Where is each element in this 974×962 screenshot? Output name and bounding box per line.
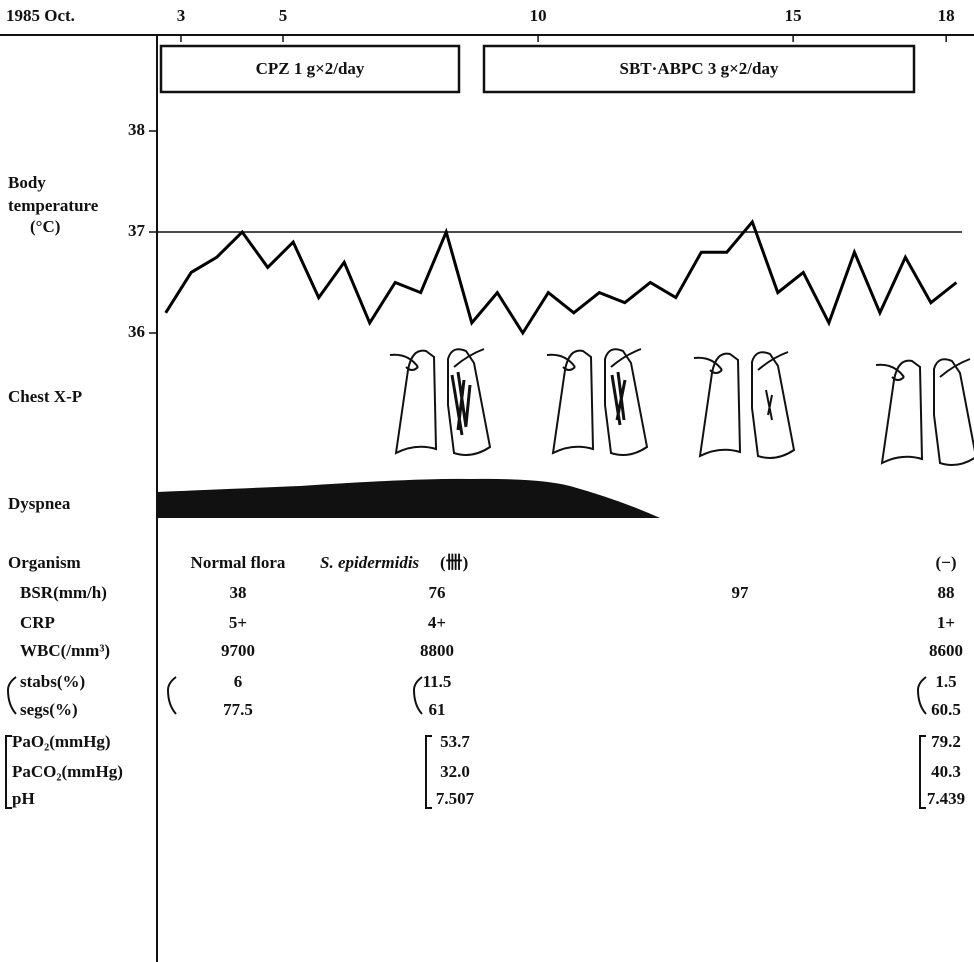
y-label-line: Body xyxy=(8,173,46,192)
lab-value: 79.2 xyxy=(931,732,961,751)
chart: 1985 Oct. Body temperature (°C) Chest X-… xyxy=(0,0,974,962)
dyspnea-band xyxy=(157,479,660,518)
lab-value: 9700 xyxy=(221,641,255,660)
lab-value: 97 xyxy=(732,583,750,602)
lab-label: stabs(%) xyxy=(20,672,85,691)
lab-value: 88 xyxy=(938,583,955,602)
x-tick-label: 10 xyxy=(530,6,547,25)
lab-value: 32.0 xyxy=(440,762,470,781)
bracket xyxy=(426,736,432,808)
lab-label: pH xyxy=(12,789,35,808)
x-tick-label: 18 xyxy=(938,6,955,25)
lab-value: 7.439 xyxy=(927,789,965,808)
lab-value: 7.507 xyxy=(436,789,475,808)
x-tick-label: 3 xyxy=(177,6,186,25)
organism: S. epidermidis xyxy=(320,553,420,572)
x-tick-label: 15 xyxy=(785,6,802,25)
organism: Normal flora xyxy=(191,553,286,572)
lab-value: 1.5 xyxy=(935,672,956,691)
treatment-label: CPZ 1 g×2/day xyxy=(256,59,365,78)
lab-label: WBC(/mm³) xyxy=(20,641,110,660)
infiltrate xyxy=(612,372,625,425)
y-label-line: (°C) xyxy=(30,217,60,236)
chest-xray xyxy=(547,349,647,455)
lab-label: PaO₂(mmHg) xyxy=(12,732,111,751)
lab-value: 53.7 xyxy=(440,732,470,751)
y-tick-label: 37 xyxy=(128,221,146,240)
lab-value: 76 xyxy=(429,583,446,602)
x-axis-title: 1985 Oct. xyxy=(6,6,75,25)
bracket xyxy=(414,677,422,714)
y-tick-label: 36 xyxy=(128,322,145,341)
lab-value: 38 xyxy=(230,583,247,602)
lab-value: 8800 xyxy=(420,641,454,660)
bracket xyxy=(920,736,926,808)
bracket xyxy=(918,677,926,714)
y-label-line: temperature xyxy=(8,196,99,215)
y-tick-label: 38 xyxy=(128,120,145,139)
bracket xyxy=(8,677,16,714)
lab-value: 77.5 xyxy=(223,700,253,719)
lab-value: 8600 xyxy=(929,641,963,660)
row-label: Chest X-P xyxy=(8,387,82,406)
temperature-line xyxy=(166,222,957,333)
lab-label: segs(%) xyxy=(20,700,78,719)
lab-value: 11.5 xyxy=(423,672,452,691)
treatment-label: SBT·ABPC 3 g×2/day xyxy=(620,59,779,78)
lab-label: Organism xyxy=(8,553,81,572)
lab-value: 1+ xyxy=(937,613,955,632)
lab-value: 61 xyxy=(429,700,446,719)
organism-grade: (卌) xyxy=(440,553,468,572)
lab-value: 5+ xyxy=(229,613,247,632)
lab-value: 6 xyxy=(234,672,243,691)
infiltrate xyxy=(452,372,470,435)
x-tick-label: 5 xyxy=(279,6,288,25)
lab-label: BSR(mm/h) xyxy=(20,583,107,602)
chest-xray xyxy=(390,349,490,455)
chest-xray xyxy=(876,359,974,465)
lab-value: 60.5 xyxy=(931,700,961,719)
infiltrate xyxy=(766,390,772,420)
lab-label: PaCO₂(mmHg) xyxy=(12,762,123,781)
row-label: Dyspnea xyxy=(8,494,71,513)
lab-value: 40.3 xyxy=(931,762,961,781)
chest-xray xyxy=(694,352,794,458)
lab-value: 4+ xyxy=(428,613,446,632)
lab-label: CRP xyxy=(20,613,55,632)
bracket xyxy=(168,677,176,714)
organism: (−) xyxy=(935,553,956,572)
